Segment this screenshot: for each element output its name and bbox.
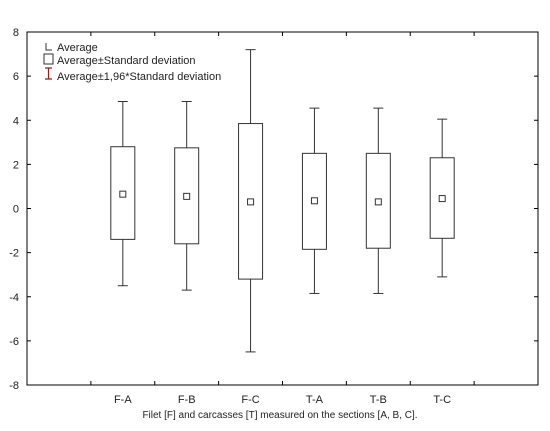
box-f-b	[174, 100, 200, 291]
x-tick-label: T-B	[370, 394, 387, 406]
legend-box-marker	[43, 53, 54, 65]
std-box	[174, 147, 200, 245]
std-box	[365, 152, 391, 249]
std-box	[301, 152, 327, 250]
legend-label-196std: Average±1,96*Standard deviation	[57, 71, 221, 83]
box-f-c	[238, 49, 264, 353]
legend-label-average: Average	[57, 42, 98, 54]
y-tick-label: -2	[9, 248, 19, 260]
y-axis: -8 -6 -4 -2 0 2 4 6 8	[9, 27, 538, 392]
mean-marker	[183, 192, 191, 200]
y-tick-label: 0	[13, 204, 19, 216]
box-t-c	[429, 118, 455, 278]
plot-area	[26, 31, 539, 386]
legend-item-196std: Average±1,96*Standard deviation	[45, 67, 221, 83]
x-tick-label: F-C	[241, 394, 259, 406]
box-t-b	[365, 107, 391, 294]
x-axis: F-A F-B F-C T-A T-B T-C	[90, 32, 475, 406]
y-tick-label: 2	[13, 159, 19, 171]
x-axis-title: Filet [F] and carcasses [T] measured on …	[142, 410, 417, 421]
mean-marker	[310, 197, 318, 205]
box-f-a	[110, 100, 136, 287]
legend-item-std: Average±Standard deviation	[43, 53, 196, 67]
legend-whisker-marker	[45, 67, 52, 80]
x-tick-label: T-A	[306, 394, 324, 406]
y-tick-label: -8	[9, 380, 19, 392]
y-tick-label: -4	[9, 292, 19, 304]
x-tick-label: T-C	[433, 394, 451, 406]
std-box	[110, 146, 136, 240]
mean-marker	[374, 198, 382, 206]
std-box	[429, 157, 455, 239]
y-tick-label: 6	[13, 71, 19, 83]
boxes-group	[110, 49, 455, 353]
std-box	[238, 123, 264, 280]
y-tick-label: 4	[13, 115, 19, 127]
mean-marker	[438, 195, 446, 203]
x-tick-label: F-B	[178, 394, 196, 406]
mean-marker	[119, 190, 127, 198]
legend-item-average: Average	[45, 42, 98, 54]
plot-border	[26, 31, 539, 386]
x-tick-label: F-A	[114, 394, 132, 406]
legend-average-marker	[45, 43, 52, 51]
mean-marker	[247, 198, 255, 206]
y-tick-label: 8	[13, 27, 19, 39]
legend-label-std: Average±Standard deviation	[57, 55, 196, 67]
y-tick-label: -6	[9, 336, 19, 348]
box-t-a	[301, 107, 327, 294]
legend: Average Average±Standard deviation Avera…	[43, 42, 221, 83]
